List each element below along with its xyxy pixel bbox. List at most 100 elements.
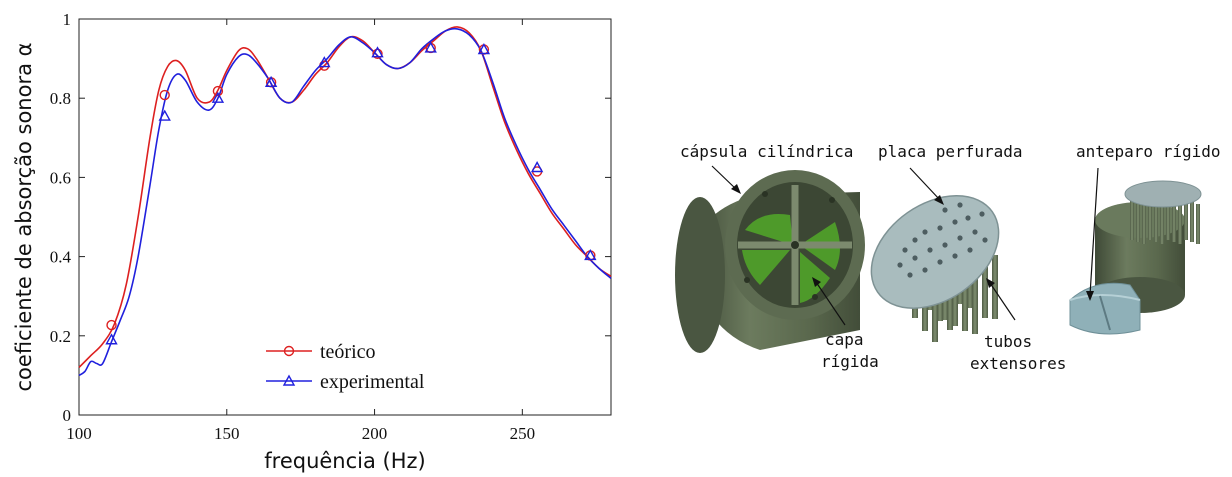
plate-hole bbox=[957, 202, 963, 208]
plate-hole bbox=[912, 255, 918, 261]
label-rigid-layer-2: rígida bbox=[821, 352, 879, 371]
absorption-chart: 0 0.2 0.4 0.6 0.8 1 100 150 200 250 frequência (… bbox=[12, 10, 612, 473]
marker-triangle bbox=[424, 41, 437, 53]
marker-triangle bbox=[105, 333, 118, 345]
y-tick-label: 0.8 bbox=[50, 89, 71, 108]
arrow-tubes bbox=[989, 282, 1016, 321]
plate-hole bbox=[952, 253, 958, 259]
bulkhead-tube bbox=[1184, 200, 1188, 240]
legend-marker-experimental bbox=[282, 374, 296, 386]
plate-holes bbox=[897, 202, 988, 278]
arrow-bulkhead bbox=[1089, 167, 1099, 296]
bulkhead-tube bbox=[1178, 204, 1182, 244]
bulkhead-tube bbox=[1148, 200, 1152, 240]
diagram-annotations: cápsula cilíndrica placa perfurada antep… bbox=[680, 142, 1221, 373]
marker-triangle bbox=[530, 161, 544, 173]
plot-frame bbox=[78, 18, 612, 416]
x-tick-label: 150 bbox=[214, 424, 240, 443]
rigid-bulkhead-assembly bbox=[1069, 180, 1202, 335]
label-tubes-2: extensores bbox=[970, 354, 1066, 373]
plate-hole bbox=[952, 219, 958, 225]
legend-marker-teorico bbox=[283, 345, 295, 357]
marker-circle bbox=[372, 48, 383, 60]
plate-hole bbox=[922, 267, 928, 273]
plate-hole bbox=[907, 272, 913, 278]
y-axis-label: coeficiente de absorção sonora α bbox=[12, 43, 36, 392]
plate-hole bbox=[937, 225, 943, 231]
extension-tube bbox=[932, 278, 938, 342]
y-tick-label: 0 bbox=[63, 406, 72, 425]
bulkhead-tube bbox=[1190, 202, 1194, 242]
extension-tube bbox=[962, 275, 968, 331]
plate-hole bbox=[957, 235, 963, 241]
arrow-capsule bbox=[711, 165, 738, 191]
rigid-bulkhead bbox=[1069, 282, 1141, 335]
marker-triangle bbox=[264, 75, 278, 88]
series-line-0 bbox=[78, 26, 612, 369]
plate-hole bbox=[927, 247, 933, 253]
series-markers bbox=[105, 41, 597, 345]
bulkhead-tube bbox=[1142, 204, 1146, 244]
marker-circle bbox=[212, 85, 224, 97]
marker-triangle bbox=[477, 43, 491, 55]
bulkhead-tube bbox=[1172, 202, 1176, 242]
x-tick-label: 100 bbox=[66, 424, 92, 443]
legend-label-teorico: teórico bbox=[320, 341, 376, 363]
series-lines bbox=[78, 26, 612, 377]
extension-tube bbox=[952, 278, 958, 326]
marker-triangle bbox=[584, 248, 597, 261]
bulkhead-tube bbox=[1166, 200, 1170, 240]
label-plate: placa perfurada bbox=[878, 142, 1023, 161]
plate-hole bbox=[942, 207, 948, 213]
bulkhead-tube bbox=[1196, 204, 1200, 244]
resonator-diagram: cápsula cilíndrica placa perfurada antep… bbox=[675, 142, 1221, 373]
x-axis-label: frequência (Hz) bbox=[264, 449, 425, 473]
x-tick-label: 200 bbox=[362, 424, 388, 443]
perforated-plate bbox=[870, 195, 1000, 309]
series-line-1 bbox=[78, 27, 612, 377]
plate-hole bbox=[897, 262, 903, 268]
bulkhead-tube bbox=[1160, 204, 1164, 244]
plate-hole bbox=[922, 229, 928, 235]
plate-hole bbox=[982, 237, 988, 243]
legend-label-experimental: experimental bbox=[320, 371, 425, 393]
label-capsule: cápsula cilíndrica bbox=[680, 142, 853, 161]
bulkhead-tube bbox=[1154, 202, 1158, 242]
plate-hole bbox=[902, 247, 908, 253]
x-tick-label: 250 bbox=[510, 424, 536, 443]
perforated-plate-assembly bbox=[870, 195, 1000, 342]
y-tick-label: 0.4 bbox=[50, 248, 72, 267]
y-tick-label: 0.6 bbox=[50, 168, 71, 187]
plate-hole bbox=[912, 237, 918, 243]
extension-tube bbox=[982, 262, 988, 318]
extension-tube bbox=[972, 270, 978, 334]
x-axis-ticks: 100 150 200 250 bbox=[66, 19, 535, 443]
plate-hole bbox=[967, 247, 973, 253]
legend: teórico experimental bbox=[266, 341, 425, 393]
label-rigid-layer-1: capa bbox=[825, 330, 864, 349]
marker-triangle bbox=[158, 109, 171, 121]
plate-hole bbox=[972, 229, 978, 235]
bulkhead-tube bbox=[1130, 200, 1134, 240]
marker-circle bbox=[159, 89, 170, 101]
plate-hole bbox=[942, 242, 948, 248]
cylindrical-capsule bbox=[675, 170, 865, 353]
bulkhead-tube bbox=[1136, 202, 1140, 242]
arrow-rigid-layer bbox=[815, 281, 846, 326]
marker-triangle bbox=[318, 56, 331, 68]
marker-triangle bbox=[371, 46, 384, 58]
label-bulkhead: anteparo rígido bbox=[1076, 142, 1221, 161]
bulkhead-top-plate bbox=[1124, 180, 1202, 208]
extension-tube bbox=[992, 255, 998, 319]
marker-triangle bbox=[211, 91, 225, 103]
plate-hole bbox=[965, 215, 971, 221]
plate-hole bbox=[937, 259, 943, 265]
arrow-plate bbox=[909, 167, 941, 201]
y-axis-ticks: 0 0.2 0.4 0.6 0.8 1 bbox=[50, 10, 611, 425]
label-tubes-1: tubos bbox=[984, 332, 1032, 351]
bulkhead-tubes bbox=[1130, 200, 1200, 244]
y-tick-label: 0.2 bbox=[50, 327, 71, 346]
plate-hole bbox=[979, 211, 985, 217]
y-tick-label: 1 bbox=[63, 10, 72, 29]
